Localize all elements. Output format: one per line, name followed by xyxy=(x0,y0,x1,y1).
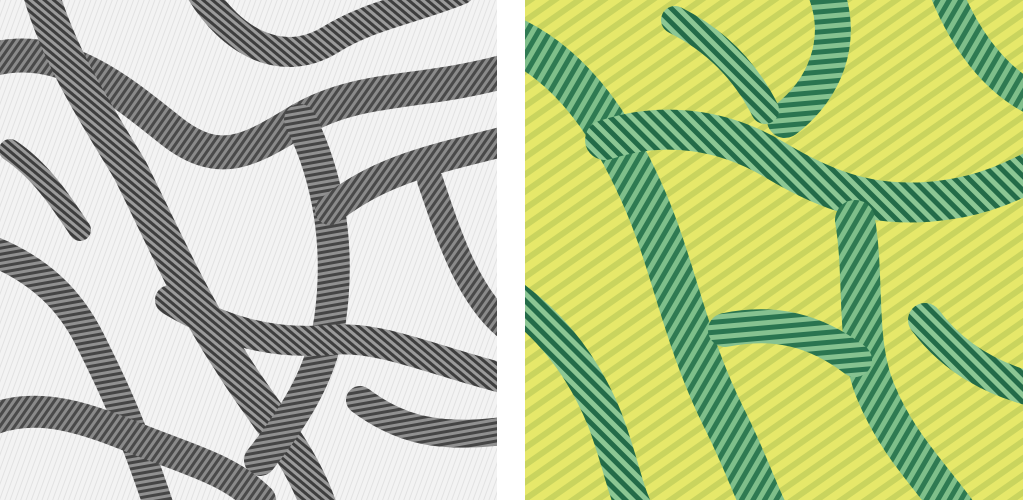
grayscale-pattern-panel xyxy=(0,0,497,500)
colored-pattern-panel xyxy=(525,0,1023,500)
grayscale-pattern-image xyxy=(0,0,497,500)
grayscale-stripe-bands xyxy=(0,0,497,500)
colored-pattern-image xyxy=(525,0,1023,500)
panel-gutter xyxy=(497,0,525,500)
colored-stripe-bands xyxy=(525,0,1023,500)
